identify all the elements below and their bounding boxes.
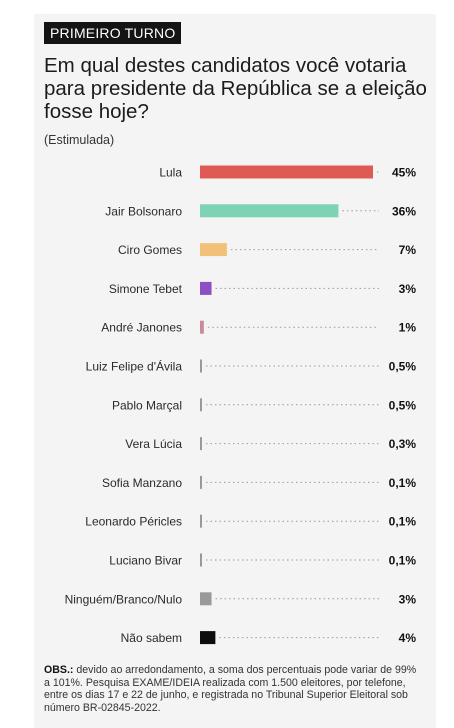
bar bbox=[200, 281, 212, 295]
category-label: Jair Bolsonaro bbox=[105, 204, 182, 218]
bar bbox=[200, 398, 202, 412]
bar bbox=[200, 165, 373, 179]
value-label: 0,3% bbox=[389, 437, 417, 451]
value-label: 4% bbox=[399, 631, 417, 645]
value-label: 45% bbox=[392, 166, 416, 180]
bar bbox=[200, 592, 212, 606]
value-label: 0,1% bbox=[389, 476, 417, 490]
chart-card: PRIMEIRO TURNO Em qual destes candidatos… bbox=[34, 14, 436, 728]
bar bbox=[200, 204, 339, 218]
footnote-label: OBS.: bbox=[44, 664, 74, 676]
round-tag: PRIMEIRO TURNO bbox=[44, 22, 182, 44]
category-label: Não sabem bbox=[121, 631, 182, 645]
bar bbox=[200, 475, 202, 489]
chart-title: Em qual destes candidatos você votaria p… bbox=[44, 54, 427, 123]
chart-subtitle: (Estimulada) bbox=[44, 133, 115, 147]
category-label: Vera Lúcia bbox=[125, 437, 182, 451]
footnote: OBS.: devido ao arredondamento, a soma d… bbox=[44, 664, 424, 714]
category-label: Luiz Felipe d'Ávila bbox=[86, 359, 183, 374]
category-label: André Janones bbox=[101, 321, 182, 335]
bar bbox=[200, 243, 227, 257]
value-label: 0,5% bbox=[389, 398, 417, 412]
footnote-text: devido ao arredondamento, a soma dos per… bbox=[44, 664, 417, 714]
category-label: Ciro Gomes bbox=[118, 243, 182, 257]
value-label: 36% bbox=[392, 204, 416, 218]
value-label: 3% bbox=[399, 282, 417, 296]
value-label: 3% bbox=[399, 592, 417, 606]
category-label: Pablo Marçal bbox=[112, 398, 182, 412]
value-label: 0,1% bbox=[389, 515, 417, 529]
category-label: Luciano Bivar bbox=[109, 554, 182, 568]
bar bbox=[200, 359, 202, 373]
bar bbox=[200, 514, 202, 528]
value-label: 7% bbox=[399, 243, 417, 257]
value-label: 0,1% bbox=[389, 554, 417, 568]
category-label: Ninguém/Branco/Nulo bbox=[65, 592, 183, 606]
bar bbox=[200, 320, 204, 334]
category-label: Sofia Manzano bbox=[102, 476, 182, 490]
category-label: Simone Tebet bbox=[109, 282, 183, 296]
bar bbox=[200, 553, 202, 567]
bar bbox=[200, 437, 202, 451]
bar-chart: Lula 45% Jair Bolsonaro 36% Ciro Gomes 7% Simo… bbox=[65, 165, 417, 645]
bar bbox=[200, 631, 216, 645]
value-label: 0,5% bbox=[389, 360, 417, 374]
category-label: Leonardo Péricles bbox=[85, 515, 182, 529]
value-label: 1% bbox=[399, 321, 417, 335]
category-label: Lula bbox=[159, 166, 182, 180]
